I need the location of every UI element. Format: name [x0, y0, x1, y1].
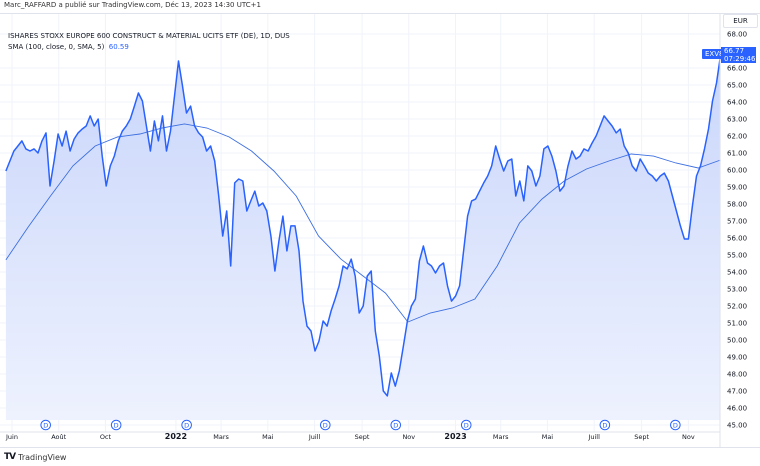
time-tick-label: Oct — [100, 433, 112, 441]
time-tick-label: Nov — [402, 433, 415, 441]
price-area-fill — [5, 54, 721, 421]
price-tick-label: 64.00 — [727, 99, 747, 107]
dividend-icon — [181, 419, 192, 431]
publisher-line: Marc_RAFFARD a publié sur TradingView.co… — [4, 1, 261, 9]
sma-label: SMA (100, close, 0, SMA, 5) — [8, 43, 105, 51]
chart-legend: ISHARES STOXX EUROPE 600 CONSTRUCT & MAT… — [8, 31, 290, 53]
price-tick-label: 50.00 — [727, 337, 747, 345]
price-tick-label: 57.00 — [727, 218, 747, 226]
time-tick-label: Mars — [493, 433, 509, 441]
dividend-label: D — [114, 422, 119, 430]
time-tick-label: Mai — [542, 433, 554, 441]
dividend-marker: D — [670, 419, 681, 431]
sma-line — [5, 123, 721, 323]
symbol-title: ISHARES STOXX EUROPE 600 CONSTRUCT & MAT… — [8, 32, 290, 40]
time-tick-label: Août — [51, 433, 66, 441]
dividend-icon — [460, 419, 472, 431]
price-axis: 45.00 46.00 47.00 48.00 49.00 50.00 51.00 52.00… — [719, 14, 747, 447]
price-tick-label: 59.00 — [727, 184, 747, 192]
dividend-icon — [110, 419, 122, 431]
time-tick-label: Juill — [308, 433, 321, 441]
price-tick-label: 65.00 — [727, 82, 747, 90]
last-price: 66.77 — [724, 47, 745, 55]
time-tick-label: Juin — [5, 433, 18, 441]
price-tick-label: 63.00 — [727, 116, 747, 124]
price-tick-label: 55.00 — [727, 252, 747, 260]
price-tick-label: 48.00 — [727, 371, 747, 379]
time-tick-label: Juill — [587, 433, 600, 441]
dividend-icon — [670, 419, 681, 431]
tradingview-logo-icon: TV — [4, 452, 16, 462]
tradingview-logo[interactable]: TV TradingView — [4, 452, 66, 462]
time-tick-label: Mars — [213, 433, 229, 441]
price-tick-label: 61.00 — [727, 150, 747, 158]
price-tick-label: 68.00 — [727, 31, 747, 39]
sma-value: 60.59 — [108, 43, 129, 51]
price-tick-label: 51.00 — [727, 320, 747, 328]
dividend-label: D — [393, 422, 398, 430]
dividend-icon — [390, 419, 402, 431]
price-tick-label: 60.00 — [727, 167, 747, 175]
dividend-label: D — [323, 422, 328, 430]
tradingview-brand: TradingView — [18, 452, 67, 462]
dividend-marker: D — [599, 419, 611, 431]
time-tick-label: 2022 — [165, 432, 187, 441]
dividend-marker: D — [460, 419, 472, 431]
last-price-tag: 66.77 07:29:46 — [721, 47, 756, 63]
time-tick-label: Mai — [262, 433, 274, 441]
dividend-icon — [319, 419, 331, 431]
price-tick-label: 45.00 — [727, 422, 747, 430]
bar-countdown: 07:29:46 — [724, 55, 756, 63]
time-tick-label: Nov — [682, 433, 695, 441]
dividend-marker: D — [110, 419, 122, 431]
price-tick-label: 66.00 — [727, 65, 747, 73]
time-tick-label: Sept — [634, 433, 649, 441]
dividend-label: D — [43, 422, 48, 430]
price-tick-label: 62.00 — [727, 133, 747, 141]
dividend-icon — [40, 419, 52, 431]
time-tick-label: Sept — [355, 433, 370, 441]
price-tick-label: 52.00 — [727, 303, 747, 311]
dividend-marker: D — [319, 419, 331, 431]
price-tick-label: 53.00 — [727, 286, 747, 294]
price-chart[interactable]: D D D D D D D D 45.00 46.00 47.00 48.00 49.00 50.00 5… — [0, 14, 760, 447]
dividend-label: D — [602, 422, 607, 430]
price-tick-label: 54.00 — [727, 269, 747, 277]
dividend-marker: D — [40, 419, 52, 431]
dividend-icon — [599, 419, 611, 431]
sma-legend: SMA (100, close, 0, SMA, 5) 60.59 — [8, 42, 290, 53]
price-tick-label: 46.00 — [727, 405, 747, 413]
symbol-tag: EXV8 — [702, 49, 727, 59]
price-tick-label: 58.00 — [727, 201, 747, 209]
chart-frame: D D D D D D D D 45.00 46.00 47.00 48.00 49.00 50.00 5… — [0, 13, 760, 448]
dividend-label: D — [464, 422, 469, 430]
price-tick-label: 47.00 — [727, 388, 747, 396]
dividend-label: D — [673, 422, 678, 430]
price-line — [5, 54, 722, 397]
dividend-marker: D — [181, 419, 192, 431]
price-tick-label: 49.00 — [727, 354, 747, 362]
time-axis: Juin Août Oct 2022 Mars Mai Juill Sept Nov 2023 Ma… — [0, 431, 720, 441]
price-tick-label: 56.00 — [727, 235, 747, 243]
dividend-label: D — [184, 422, 189, 430]
time-tick-label: 2023 — [444, 432, 466, 441]
currency-button[interactable]: EUR — [723, 14, 758, 28]
dividend-marker: D — [390, 419, 402, 431]
